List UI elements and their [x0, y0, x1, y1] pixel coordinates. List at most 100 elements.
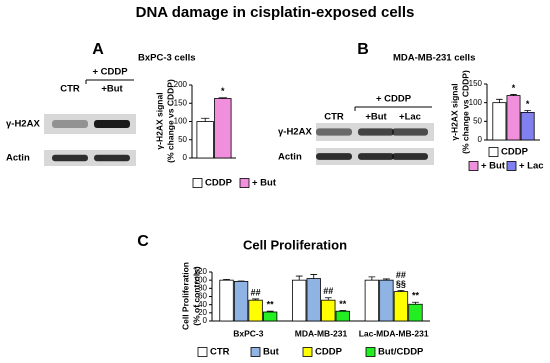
legend-swatch	[468, 161, 479, 171]
lane-label: +But	[365, 112, 387, 123]
bar	[364, 279, 380, 322]
significance-mark: **	[339, 299, 347, 309]
blot-band	[358, 153, 394, 160]
y-tick-label: 80	[198, 283, 207, 292]
significance-mark: **	[267, 300, 275, 310]
error-bar	[295, 275, 303, 281]
significance-mark: §§	[396, 279, 406, 289]
bar	[196, 121, 214, 159]
y-tick-label: 0	[203, 316, 208, 325]
y-tick-label: 100	[469, 98, 483, 107]
bar	[219, 279, 234, 322]
significance-mark: **	[412, 291, 420, 301]
blot-band	[316, 153, 352, 160]
y-tick-label: 0	[478, 135, 483, 144]
y-tick-label: 60	[198, 292, 207, 301]
blot-row-label: Actin	[278, 152, 302, 163]
blot-band	[392, 153, 428, 160]
y-axis-label: γ-H2AX signal	[449, 83, 459, 140]
legend-label: CTR	[210, 347, 230, 358]
y-axis-label: γ-H2AX signal	[154, 92, 164, 149]
error-bar	[524, 110, 531, 113]
chart-title: Cell Proliferation	[243, 237, 347, 252]
bar	[214, 98, 232, 159]
blot-band	[52, 120, 88, 128]
legend-label: CDDP	[205, 178, 233, 189]
legend-swatch	[488, 147, 499, 157]
legend-swatch	[197, 347, 208, 357]
significance-mark: *	[512, 83, 516, 93]
legend-swatch	[250, 347, 261, 357]
y-tick-label: 20	[198, 308, 207, 317]
blot-band	[52, 154, 88, 162]
y-tick-label: 200	[174, 80, 188, 89]
error-bar	[383, 278, 390, 281]
lane-label: +Lac	[399, 112, 421, 123]
significance-mark: ##	[251, 287, 261, 297]
error-bar	[339, 309, 347, 312]
y-axis-label: Cell Proliferation	[180, 262, 190, 330]
error-bar	[412, 301, 419, 305]
y-tick-label: 150	[174, 98, 188, 107]
error-bar	[310, 274, 318, 279]
panel-label: C	[137, 233, 149, 250]
y-tick-label: 50	[473, 116, 482, 125]
bar	[321, 299, 336, 322]
blot-row-label: γ-H2AX	[278, 127, 312, 138]
legend-swatch	[192, 178, 203, 188]
blot-band	[94, 154, 130, 162]
y-tick-label: 150	[469, 79, 483, 88]
significance-mark: *	[221, 86, 225, 96]
blot-band	[358, 128, 394, 136]
blot-band	[316, 128, 352, 136]
x-tick-label: Lac-MDA-MB-231	[359, 328, 429, 338]
error-bar	[223, 278, 230, 281]
legend-swatch	[302, 347, 313, 357]
legend-label: + Lac	[519, 161, 544, 172]
y-axis-label: (% change vs CDDP)	[460, 70, 470, 154]
error-bar	[266, 310, 274, 313]
figure-title: DNA damage in cisplatin-exposed cells	[136, 4, 415, 21]
legend-label: + But	[481, 161, 506, 172]
blot-treatment: + CDDP	[376, 94, 412, 105]
chart-subtitle: MDA-MB-231 cells	[393, 53, 475, 64]
blot-row-label: Actin	[6, 153, 30, 164]
lane-label: CTR	[324, 112, 344, 123]
legend-swatch	[365, 347, 376, 357]
error-bar	[218, 97, 227, 99]
legend-swatch	[239, 178, 250, 188]
bar	[335, 310, 350, 322]
blot-band	[94, 120, 130, 128]
error-bar	[324, 297, 332, 301]
blot-treatment: + CDDP	[92, 67, 128, 78]
error-bar	[252, 298, 259, 301]
bar	[233, 280, 249, 322]
y-axis-label: (% of controls)	[191, 266, 201, 326]
x-tick-label: MDA-MB-231	[295, 328, 348, 338]
legend-label: + But	[252, 178, 277, 189]
chart-subtitle: BxPC-3 cells	[138, 53, 196, 64]
y-tick-label: 100	[174, 117, 188, 126]
y-tick-label: 100	[194, 275, 208, 284]
bar	[262, 311, 278, 322]
error-bar	[496, 98, 503, 103]
y-tick-label: 0	[183, 153, 188, 162]
legend-swatch	[506, 161, 517, 171]
bar	[506, 95, 521, 141]
legend-label: But	[263, 347, 280, 358]
error-bar	[368, 276, 376, 281]
lane-label: +But	[101, 84, 123, 95]
panel-label: B	[357, 41, 369, 58]
error-bar	[397, 289, 405, 292]
bar	[520, 111, 535, 141]
panel-label: A	[92, 41, 104, 58]
bar	[248, 299, 263, 322]
blot-row-label: γ-H2AX	[6, 119, 40, 130]
y-tick-label: 50	[178, 135, 187, 144]
bar	[379, 279, 394, 322]
bar	[408, 303, 423, 322]
y-tick-label: 40	[198, 300, 207, 309]
error-bar	[510, 94, 517, 96]
bar	[393, 291, 409, 322]
